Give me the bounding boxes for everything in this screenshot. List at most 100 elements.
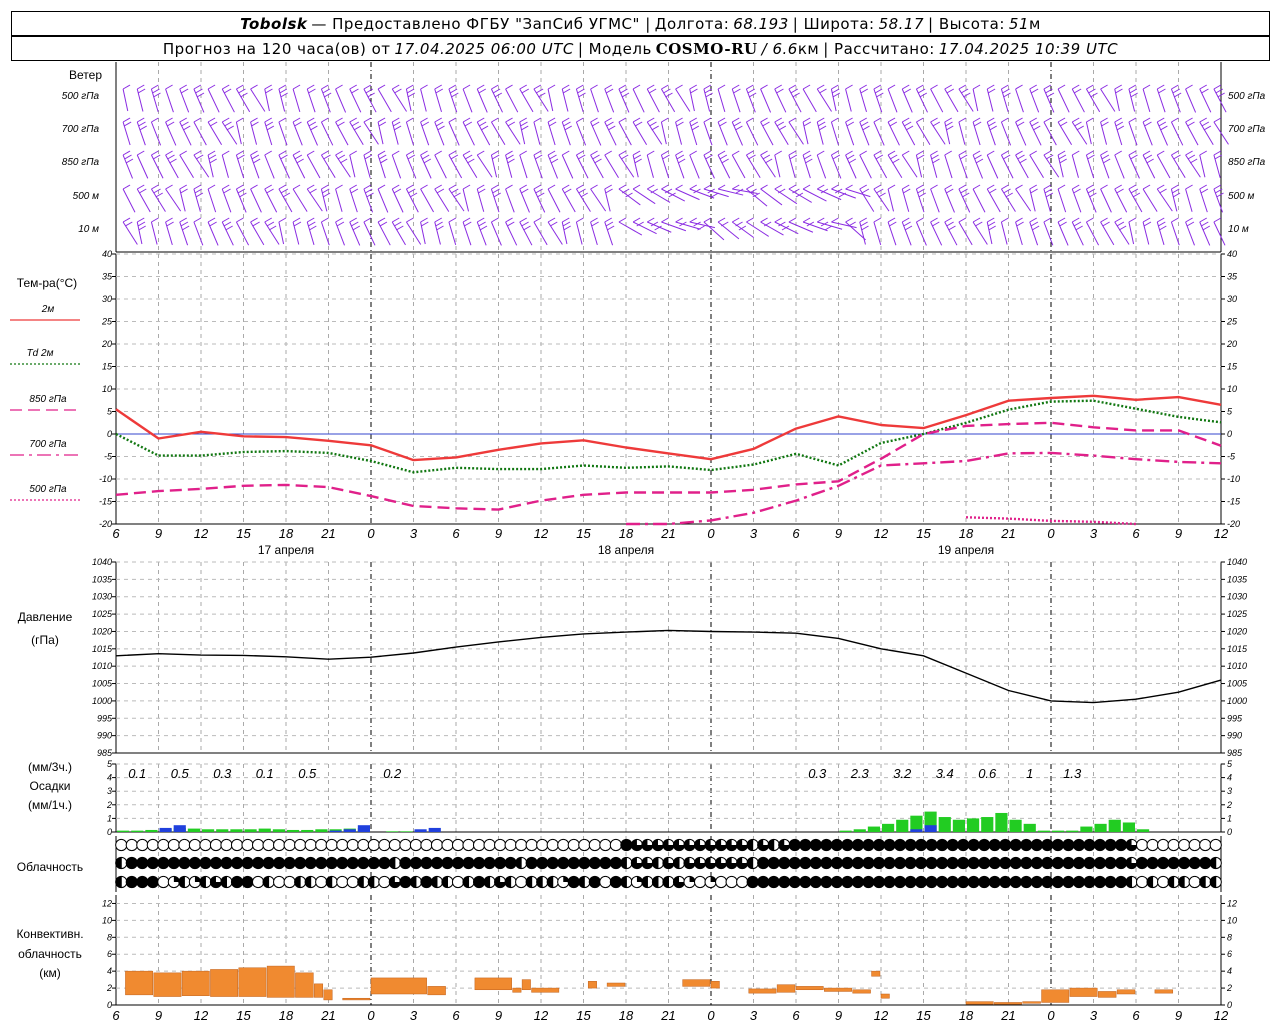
wind-barb	[122, 117, 132, 146]
wind-barb-flag	[944, 184, 952, 190]
wind-barb-flag	[703, 217, 712, 223]
wind-barb	[533, 117, 542, 145]
temp-ytick-label-left: 20	[101, 339, 112, 349]
wind-barb-flag	[207, 84, 216, 90]
wind-barb-flag	[704, 88, 713, 94]
wind-barb-flag	[420, 117, 428, 123]
cloud-symbol	[1178, 875, 1191, 889]
wind-barb-flag	[958, 150, 967, 156]
cloud-symbol	[1072, 875, 1086, 889]
temp-hour-label: 6	[452, 526, 460, 541]
wind-barb-flag	[1130, 188, 1139, 194]
wind-barb-flag	[931, 154, 939, 160]
cloud-symbol	[725, 856, 738, 870]
wind-barb	[434, 150, 447, 179]
wind-barb-flag	[420, 217, 428, 223]
pres-ytick-label-right: 1035	[1227, 574, 1248, 584]
wind-barb-flag	[335, 217, 343, 223]
prec-rain-bar	[1009, 819, 1022, 832]
wind-barb-flag	[1044, 188, 1053, 194]
wind-barb	[1156, 84, 1166, 113]
wind-barb	[689, 117, 700, 146]
wind-barb-flag	[703, 117, 712, 123]
wind-barb-flag	[705, 154, 713, 160]
prec-rain-bar	[216, 829, 229, 832]
cloud-symbol	[315, 875, 328, 889]
wind-barb-flag	[292, 84, 301, 90]
cloud-fill-full	[136, 857, 148, 869]
cloud-symbol	[1146, 875, 1159, 889]
wind-barb-flag	[137, 184, 145, 190]
wind-barb-flag	[916, 154, 925, 160]
wind-barb	[462, 184, 471, 212]
cloud-fill-full	[841, 839, 854, 851]
cloud-fill-full	[483, 857, 496, 869]
wind-barb	[1185, 150, 1201, 178]
wind-barb	[1213, 217, 1226, 246]
wind-barb-staff	[1213, 154, 1221, 178]
cloud-circle	[1199, 838, 1212, 852]
wind-barb-flag	[590, 184, 598, 190]
wind-barb-flag	[377, 184, 386, 190]
conv-cloud-bar	[314, 983, 324, 998]
wind-barb-flag	[236, 150, 244, 156]
wind-barb-flag	[817, 117, 825, 123]
wind-barb-flag	[1118, 225, 1127, 231]
prec-rain-bar	[1137, 829, 1150, 832]
cloud-symbol	[220, 838, 233, 852]
wind-barb-flag	[407, 154, 416, 160]
wind-barb	[533, 84, 549, 112]
wind-barb-flag	[662, 154, 670, 160]
wind-barb-staff	[632, 221, 657, 235]
conv-ytick-label-right: 10	[1227, 915, 1237, 925]
wind-barb-flag	[859, 150, 867, 156]
wind-barb-staff	[363, 221, 376, 246]
wind-barb-staff	[817, 188, 842, 201]
wind-barb-staff	[760, 88, 772, 113]
prec-snow-bar	[428, 827, 441, 832]
wind-barb-flag	[717, 117, 726, 123]
cloud-symbol	[251, 838, 265, 852]
prec-snow-bar	[910, 829, 923, 832]
wind-barb	[405, 184, 419, 213]
wind-barb-flag	[223, 88, 232, 94]
pres-ytick-label-left: 990	[97, 731, 112, 741]
wind-barb-flag	[1172, 192, 1181, 198]
wind-barb-staff	[831, 188, 856, 199]
wind-barb	[1029, 117, 1042, 146]
wind-barb-flag	[1100, 150, 1108, 156]
wind-barb-flag	[1045, 88, 1053, 94]
wind-barb-flag	[1045, 192, 1054, 198]
wind-barb-flag	[746, 150, 754, 156]
wind-barb-flag	[1173, 92, 1182, 98]
wind-barb-flag	[802, 217, 811, 223]
cloud-fill-full	[1115, 876, 1127, 888]
wind-barb-flag	[538, 92, 546, 98]
wind-barb-flag	[790, 88, 799, 94]
cloud-fill-half	[115, 857, 122, 869]
cloud-symbol	[957, 838, 970, 852]
wind-barb-flag	[264, 150, 272, 156]
wind-barb-flag	[803, 154, 812, 160]
wind-barb-flag	[661, 117, 669, 123]
wind-barb-flag	[1030, 221, 1039, 227]
wind-barb-staff	[1185, 188, 1193, 212]
wind-barb-flag	[194, 188, 203, 194]
wind-barb	[774, 184, 798, 205]
prec-ytick-label-right: 3	[1227, 786, 1232, 796]
wind-level-label-left: 10 м	[78, 224, 99, 235]
wind-barb-staff	[561, 154, 574, 179]
cloud-circle	[515, 875, 528, 889]
cloud-symbol	[357, 856, 370, 870]
wind-barb	[561, 117, 572, 146]
cloud-symbol	[651, 875, 665, 889]
cloud-circle	[725, 875, 738, 889]
wind-barb-flag	[831, 84, 839, 90]
cloud-symbol	[872, 875, 886, 889]
cloud-fill-full	[378, 857, 390, 869]
prec-rain-bar	[981, 817, 994, 832]
wind-barb-flag	[434, 84, 442, 90]
wind-barb	[1015, 217, 1024, 246]
cloud-circle	[736, 875, 749, 889]
wind-barb-flag	[987, 84, 995, 90]
